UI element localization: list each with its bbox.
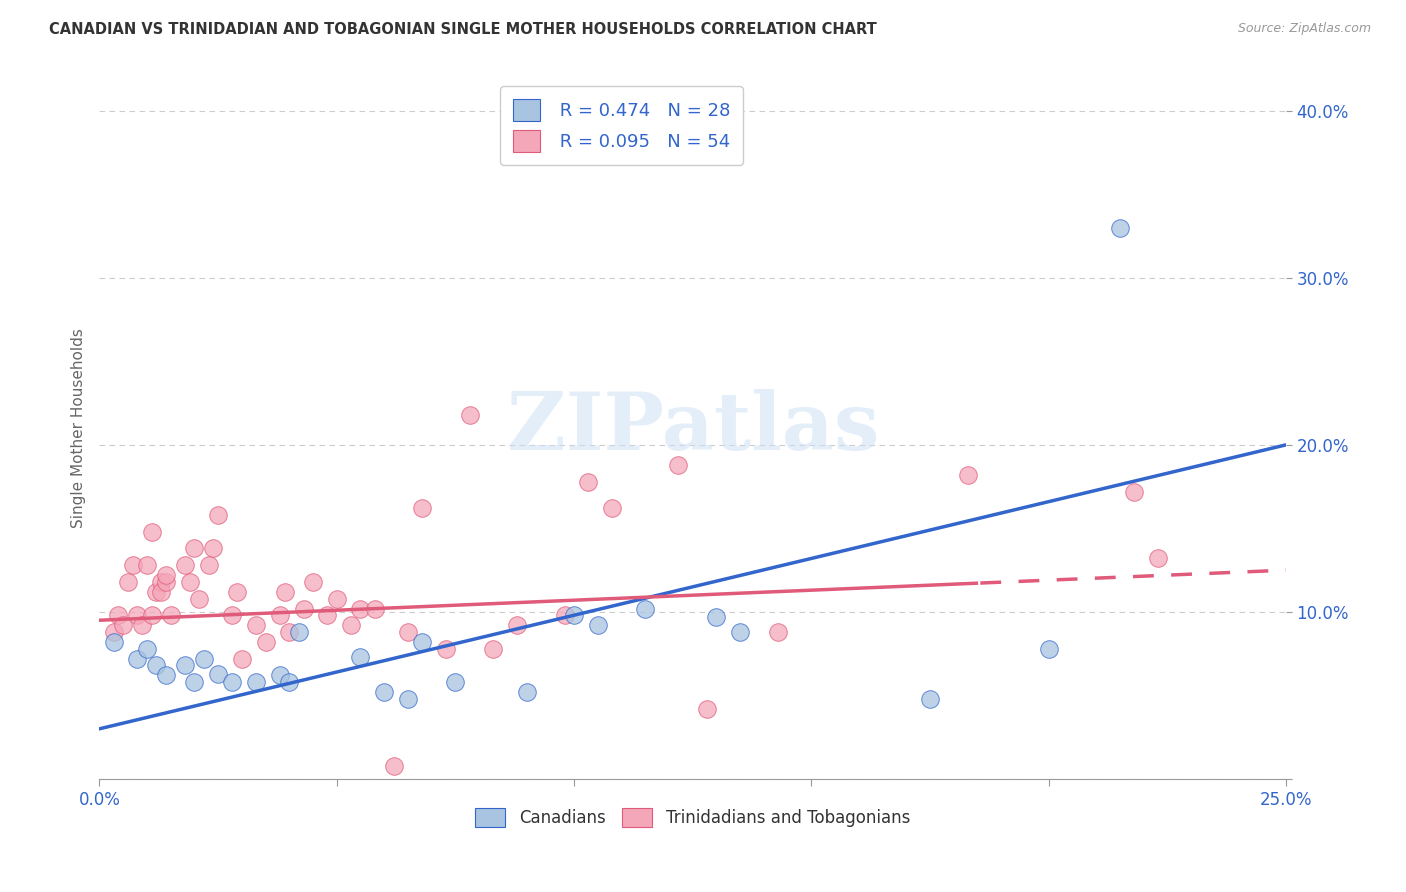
Point xyxy=(325,591,347,606)
Point xyxy=(600,501,623,516)
Point xyxy=(458,408,481,422)
Point xyxy=(131,618,153,632)
Point xyxy=(396,624,419,639)
Point xyxy=(193,651,215,665)
Point xyxy=(245,675,267,690)
Point xyxy=(434,641,457,656)
Point xyxy=(554,608,576,623)
Point xyxy=(373,685,395,699)
Point xyxy=(150,585,173,599)
Point xyxy=(145,658,167,673)
Point xyxy=(155,668,177,682)
Point xyxy=(506,618,529,632)
Point xyxy=(155,568,177,582)
Point xyxy=(292,601,315,615)
Legend: Canadians, Trinidadians and Tobagonians: Canadians, Trinidadians and Tobagonians xyxy=(468,801,917,834)
Point xyxy=(586,618,609,632)
Point xyxy=(956,467,979,482)
Point xyxy=(183,541,205,556)
Point xyxy=(135,558,157,573)
Point xyxy=(696,702,718,716)
Text: Source: ZipAtlas.com: Source: ZipAtlas.com xyxy=(1237,22,1371,36)
Point xyxy=(278,624,301,639)
Point xyxy=(127,651,149,665)
Point xyxy=(269,608,291,623)
Point xyxy=(202,541,225,556)
Point xyxy=(121,558,143,573)
Point xyxy=(183,675,205,690)
Text: ZIPatlas: ZIPatlas xyxy=(506,389,879,467)
Point xyxy=(363,601,385,615)
Point xyxy=(278,675,301,690)
Point xyxy=(135,641,157,656)
Point xyxy=(145,585,167,599)
Point xyxy=(349,601,371,615)
Point xyxy=(562,608,585,623)
Point xyxy=(179,574,201,589)
Point xyxy=(103,635,125,649)
Point xyxy=(302,574,325,589)
Point xyxy=(1038,641,1060,656)
Point xyxy=(207,508,229,522)
Point xyxy=(411,635,433,649)
Point xyxy=(634,601,657,615)
Point xyxy=(1146,551,1168,566)
Point xyxy=(112,618,135,632)
Point xyxy=(411,501,433,516)
Point xyxy=(141,524,163,539)
Point xyxy=(349,650,371,665)
Point xyxy=(141,608,163,623)
Point xyxy=(221,675,243,690)
Point xyxy=(668,458,690,472)
Point xyxy=(127,608,149,623)
Point xyxy=(221,608,243,623)
Point xyxy=(231,651,253,665)
Point xyxy=(706,610,728,624)
Point xyxy=(197,558,219,573)
Point xyxy=(188,591,211,606)
Point xyxy=(107,608,129,623)
Point xyxy=(576,475,599,489)
Point xyxy=(766,624,789,639)
Point xyxy=(728,624,751,639)
Point xyxy=(207,666,229,681)
Point xyxy=(150,574,173,589)
Point xyxy=(254,635,277,649)
Point xyxy=(1108,220,1130,235)
Point xyxy=(273,585,295,599)
Point xyxy=(516,685,538,699)
Point xyxy=(396,691,419,706)
Point xyxy=(103,624,125,639)
Text: CANADIAN VS TRINIDADIAN AND TOBAGONIAN SINGLE MOTHER HOUSEHOLDS CORRELATION CHAR: CANADIAN VS TRINIDADIAN AND TOBAGONIAN S… xyxy=(49,22,877,37)
Y-axis label: Single Mother Households: Single Mother Households xyxy=(72,328,86,528)
Point xyxy=(173,658,195,673)
Point xyxy=(482,641,505,656)
Point xyxy=(287,624,309,639)
Point xyxy=(382,758,405,772)
Point xyxy=(340,618,363,632)
Point xyxy=(117,574,139,589)
Point xyxy=(155,574,177,589)
Point xyxy=(918,691,941,706)
Point xyxy=(1123,484,1146,499)
Point xyxy=(159,608,181,623)
Point xyxy=(173,558,195,573)
Point xyxy=(316,608,339,623)
Point xyxy=(444,675,467,690)
Point xyxy=(269,668,291,682)
Point xyxy=(226,585,249,599)
Point xyxy=(245,618,267,632)
